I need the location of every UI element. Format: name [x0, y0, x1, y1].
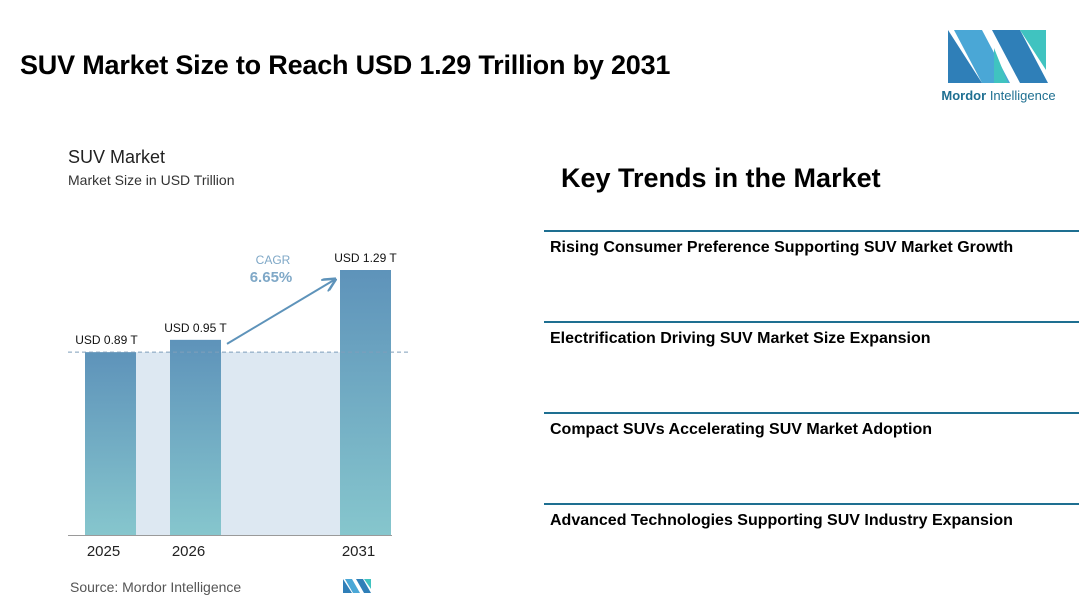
trend-item: Rising Consumer Preference Supporting SU… — [544, 230, 1079, 257]
brand-logo-icon — [948, 30, 1048, 83]
bar-2031 — [340, 270, 391, 535]
source-note: Source: Mordor Intelligence — [70, 579, 242, 595]
key-trends-title: Key Trends in the Market — [561, 163, 881, 193]
chart-subtitle: Market Size in USD Trillion — [68, 172, 235, 188]
cagr-arrow — [226, 280, 334, 345]
x-tick-label-2025: 2025 — [87, 543, 120, 560]
bar-2025 — [85, 352, 136, 535]
cagr-label: CAGR — [256, 253, 291, 267]
trend-item: Compact SUVs Accelerating SUV Market Ado… — [544, 412, 1079, 439]
page-title: SUV Market Size to Reach USD 1.29 Trilli… — [20, 50, 671, 80]
chart-title: SUV Market — [68, 147, 166, 167]
brand-name-regular: Intelligence — [989, 88, 1056, 103]
bar-2026 — [170, 339, 221, 535]
x-tick-label-2026: 2026 — [172, 543, 205, 560]
trend-item: Advanced Technologies Supporting SUV Ind… — [544, 503, 1079, 530]
data-label-2031: USD 1.29 T — [334, 251, 397, 265]
cagr-value: 6.65% — [250, 269, 293, 286]
data-label-2026: USD 0.95 T — [164, 321, 227, 335]
brand-name-bold: Mordor — [941, 88, 987, 103]
trend-item: Electrification Driving SUV Market Size … — [544, 321, 1079, 348]
data-label-2025: USD 0.89 T — [75, 333, 138, 347]
x-tick-label-2031: 2031 — [342, 543, 375, 560]
mini-logo-icon — [343, 579, 371, 593]
brand-name: Mordor Intelligence — [936, 88, 1061, 103]
bar-chart: USD 0.89 T USD 0.95 T USD 1.29 T 2025 2026 20… — [68, 251, 410, 560]
